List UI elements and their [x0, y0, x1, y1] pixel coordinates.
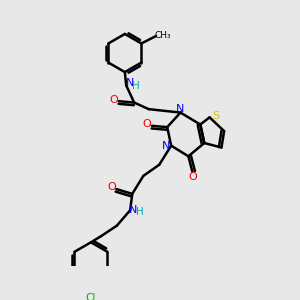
Text: Cl: Cl — [85, 292, 96, 300]
Text: N: N — [162, 141, 171, 151]
Text: N: N — [129, 205, 137, 215]
Text: O: O — [143, 119, 152, 130]
Text: O: O — [107, 182, 116, 192]
Text: O: O — [188, 172, 197, 182]
Text: H: H — [132, 81, 140, 91]
Text: N: N — [125, 79, 134, 88]
Text: H: H — [136, 207, 144, 217]
Text: CH₃: CH₃ — [155, 31, 171, 40]
Text: S: S — [212, 111, 219, 121]
Text: N: N — [176, 104, 184, 114]
Text: O: O — [110, 95, 118, 105]
